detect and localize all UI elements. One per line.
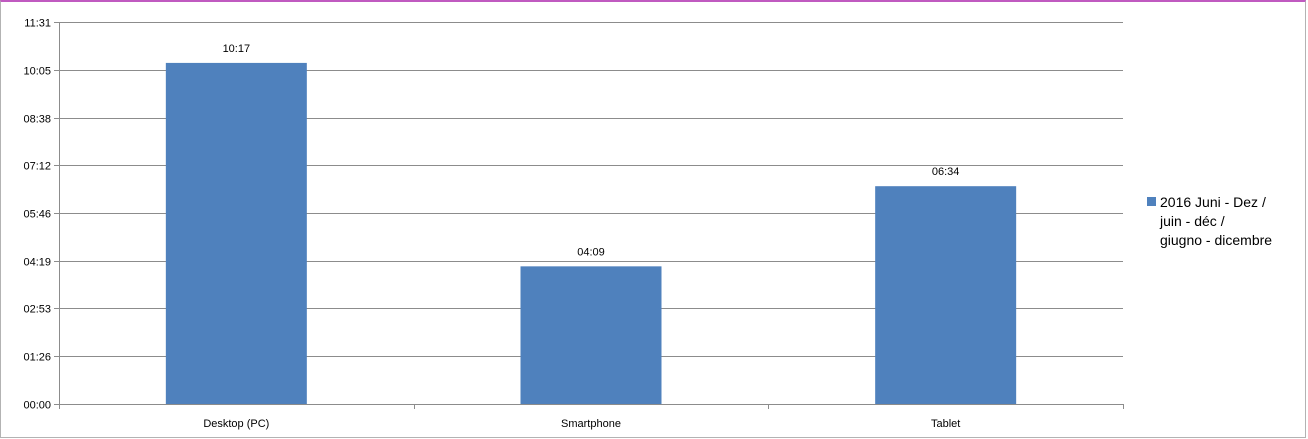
y-tick-label: 08:38	[23, 114, 51, 126]
data-label: 04:09	[577, 246, 605, 258]
bars	[165, 62, 1017, 405]
y-axis-ticks: 00:00 01:26 02:53 04:19 05:46 07:12 08:38 10:05…	[23, 18, 59, 412]
data-labels: 10:17 04:09 06:34	[223, 43, 960, 258]
legend-line-1: 2016 Juni - Dez /	[1160, 194, 1266, 210]
bar	[875, 186, 1017, 404]
y-tick-label: 01:26	[23, 352, 51, 364]
legend-line-2: juin - déc /	[1160, 213, 1225, 229]
y-tick-label: 05:46	[23, 209, 51, 221]
data-label: 10:17	[223, 43, 251, 55]
legend-line-3: giugno - dicembre	[1160, 232, 1273, 248]
x-tick-label: Tablet	[931, 418, 960, 430]
y-tick-label: 11:31	[24, 18, 51, 30]
y-tick-label: 04:19	[23, 257, 51, 269]
bar	[520, 266, 662, 404]
y-tick-label: 00:00	[23, 400, 51, 412]
y-tick-label: 07:12	[23, 161, 51, 173]
y-tick-label: 02:53	[23, 304, 51, 316]
bar	[165, 62, 307, 405]
legend: 2016 Juni - Dez / juin - déc / giugno - …	[1147, 193, 1297, 250]
y-tick-label: 10:05	[23, 66, 51, 78]
x-axis: Desktop (PC) Smartphone Tablet	[59, 22, 1124, 430]
legend-swatch	[1147, 197, 1156, 206]
x-tick-label: Desktop (PC)	[203, 418, 269, 430]
data-label: 06:34	[932, 166, 960, 178]
x-tick-label: Smartphone	[561, 418, 621, 430]
